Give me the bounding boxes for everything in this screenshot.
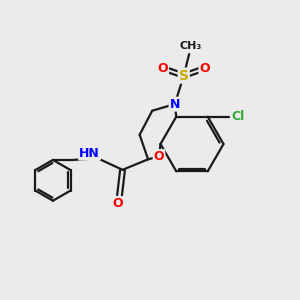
Text: S: S: [179, 69, 189, 82]
Text: CH₃: CH₃: [179, 40, 202, 51]
Text: N: N: [169, 98, 180, 111]
Text: O: O: [113, 197, 123, 210]
Text: O: O: [154, 150, 164, 163]
Text: Cl: Cl: [231, 110, 244, 123]
Text: O: O: [200, 62, 210, 75]
Text: HN: HN: [79, 146, 100, 160]
Text: O: O: [158, 62, 168, 75]
